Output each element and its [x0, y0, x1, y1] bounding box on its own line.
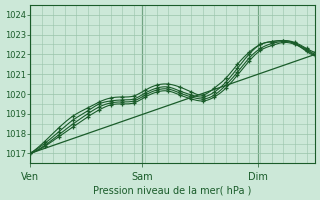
X-axis label: Pression niveau de la mer( hPa ): Pression niveau de la mer( hPa ): [93, 185, 252, 195]
